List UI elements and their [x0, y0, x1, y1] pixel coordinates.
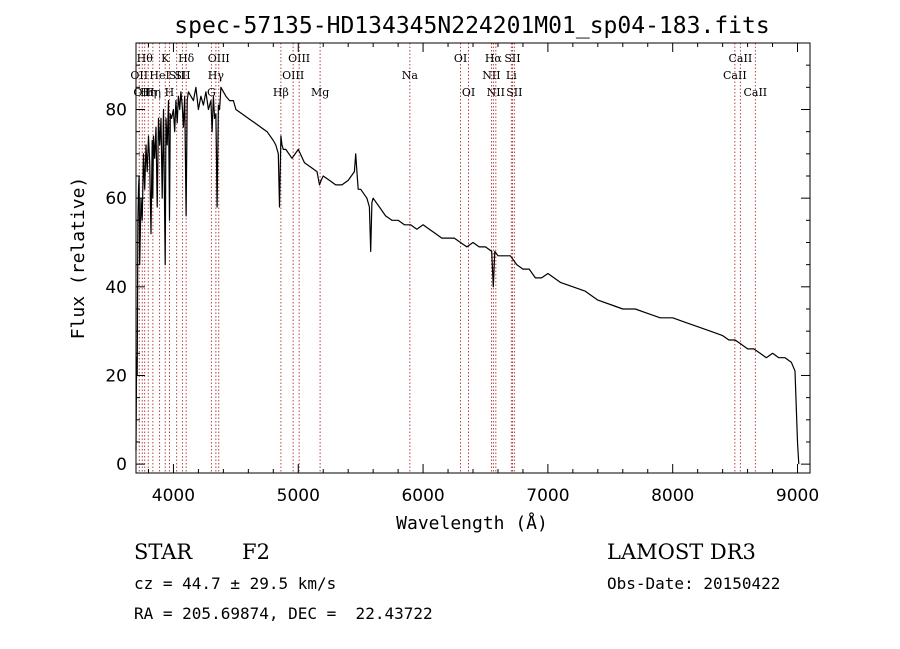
- y-axis: 0 20 40 60 80: [105, 64, 810, 475]
- line-label: NII: [482, 69, 500, 82]
- object-class: STAR: [134, 540, 193, 564]
- line-label: Hδ: [178, 52, 195, 65]
- spectral-line-labels: OIIOIIHθHηHηHeIKHSIISIIHδGHγOIIIHβOIIIOI…: [130, 52, 767, 99]
- x-tick-label: 7000: [526, 486, 569, 506]
- line-label: OIII: [208, 52, 230, 65]
- y-tick-label: 80: [105, 100, 127, 120]
- obs-date-text: Obs-Date: 20150422: [607, 574, 781, 593]
- y-tick-label: 0: [116, 455, 127, 475]
- line-label: HeI: [149, 69, 169, 82]
- y-tick-label: 40: [105, 278, 127, 298]
- x-axis: 4000 5000 6000 7000 8000 9000: [147, 43, 819, 506]
- line-label: OI: [454, 52, 467, 65]
- line-label: Na: [402, 69, 419, 82]
- line-label: SII: [174, 69, 190, 82]
- line-label: Hθ: [137, 52, 154, 65]
- redshift-text: cz = 44.7 ± 29.5 km/s: [134, 574, 337, 593]
- line-label: Mg: [311, 86, 329, 99]
- line-label: Hη: [140, 86, 156, 99]
- line-label: NII: [487, 86, 505, 99]
- x-axis-label: Wavelength (Å): [396, 512, 548, 534]
- plot-frame: [135, 42, 811, 474]
- line-label: CaII: [729, 52, 753, 65]
- line-label: SII: [506, 86, 522, 99]
- y-tick-label: 20: [105, 366, 127, 386]
- line-label: Hη: [145, 86, 161, 99]
- x-tick-label: 4000: [152, 486, 195, 506]
- line-label: H: [165, 86, 175, 99]
- line-label: Hβ: [273, 86, 289, 99]
- x-tick-label: 5000: [277, 486, 320, 506]
- x-tick-label: 8000: [651, 486, 694, 506]
- y-axis-label: Flux (relative): [68, 177, 89, 340]
- line-label: G: [207, 86, 216, 99]
- line-label: OIII: [288, 52, 310, 65]
- x-tick-label: 6000: [401, 486, 444, 506]
- line-label: K: [161, 52, 170, 65]
- line-label: SII: [504, 52, 520, 65]
- line-label: SII: [169, 69, 185, 82]
- line-label: OI: [462, 86, 475, 99]
- spectral-line-markers: [138, 43, 756, 473]
- survey-name: LAMOST DR3: [607, 540, 756, 564]
- spectrum-line: [135, 86, 800, 465]
- line-label: Li: [506, 69, 517, 82]
- line-label: OIII: [282, 69, 304, 82]
- chart-title: spec-57135-HD134345N224201M01_sp04-183.f…: [174, 13, 769, 39]
- line-label: Hα: [485, 52, 503, 65]
- line-label: CaII: [743, 86, 767, 99]
- y-tick-label: 60: [105, 189, 127, 209]
- coordinates-text: RA = 205.69874, DEC = 22.43722: [134, 604, 433, 623]
- line-label: OII: [130, 69, 148, 82]
- line-label: OII: [133, 86, 151, 99]
- line-label: CaII: [723, 69, 747, 82]
- x-tick-label: 9000: [776, 486, 819, 506]
- subclass: F2: [242, 540, 270, 564]
- line-label: Hγ: [208, 69, 225, 82]
